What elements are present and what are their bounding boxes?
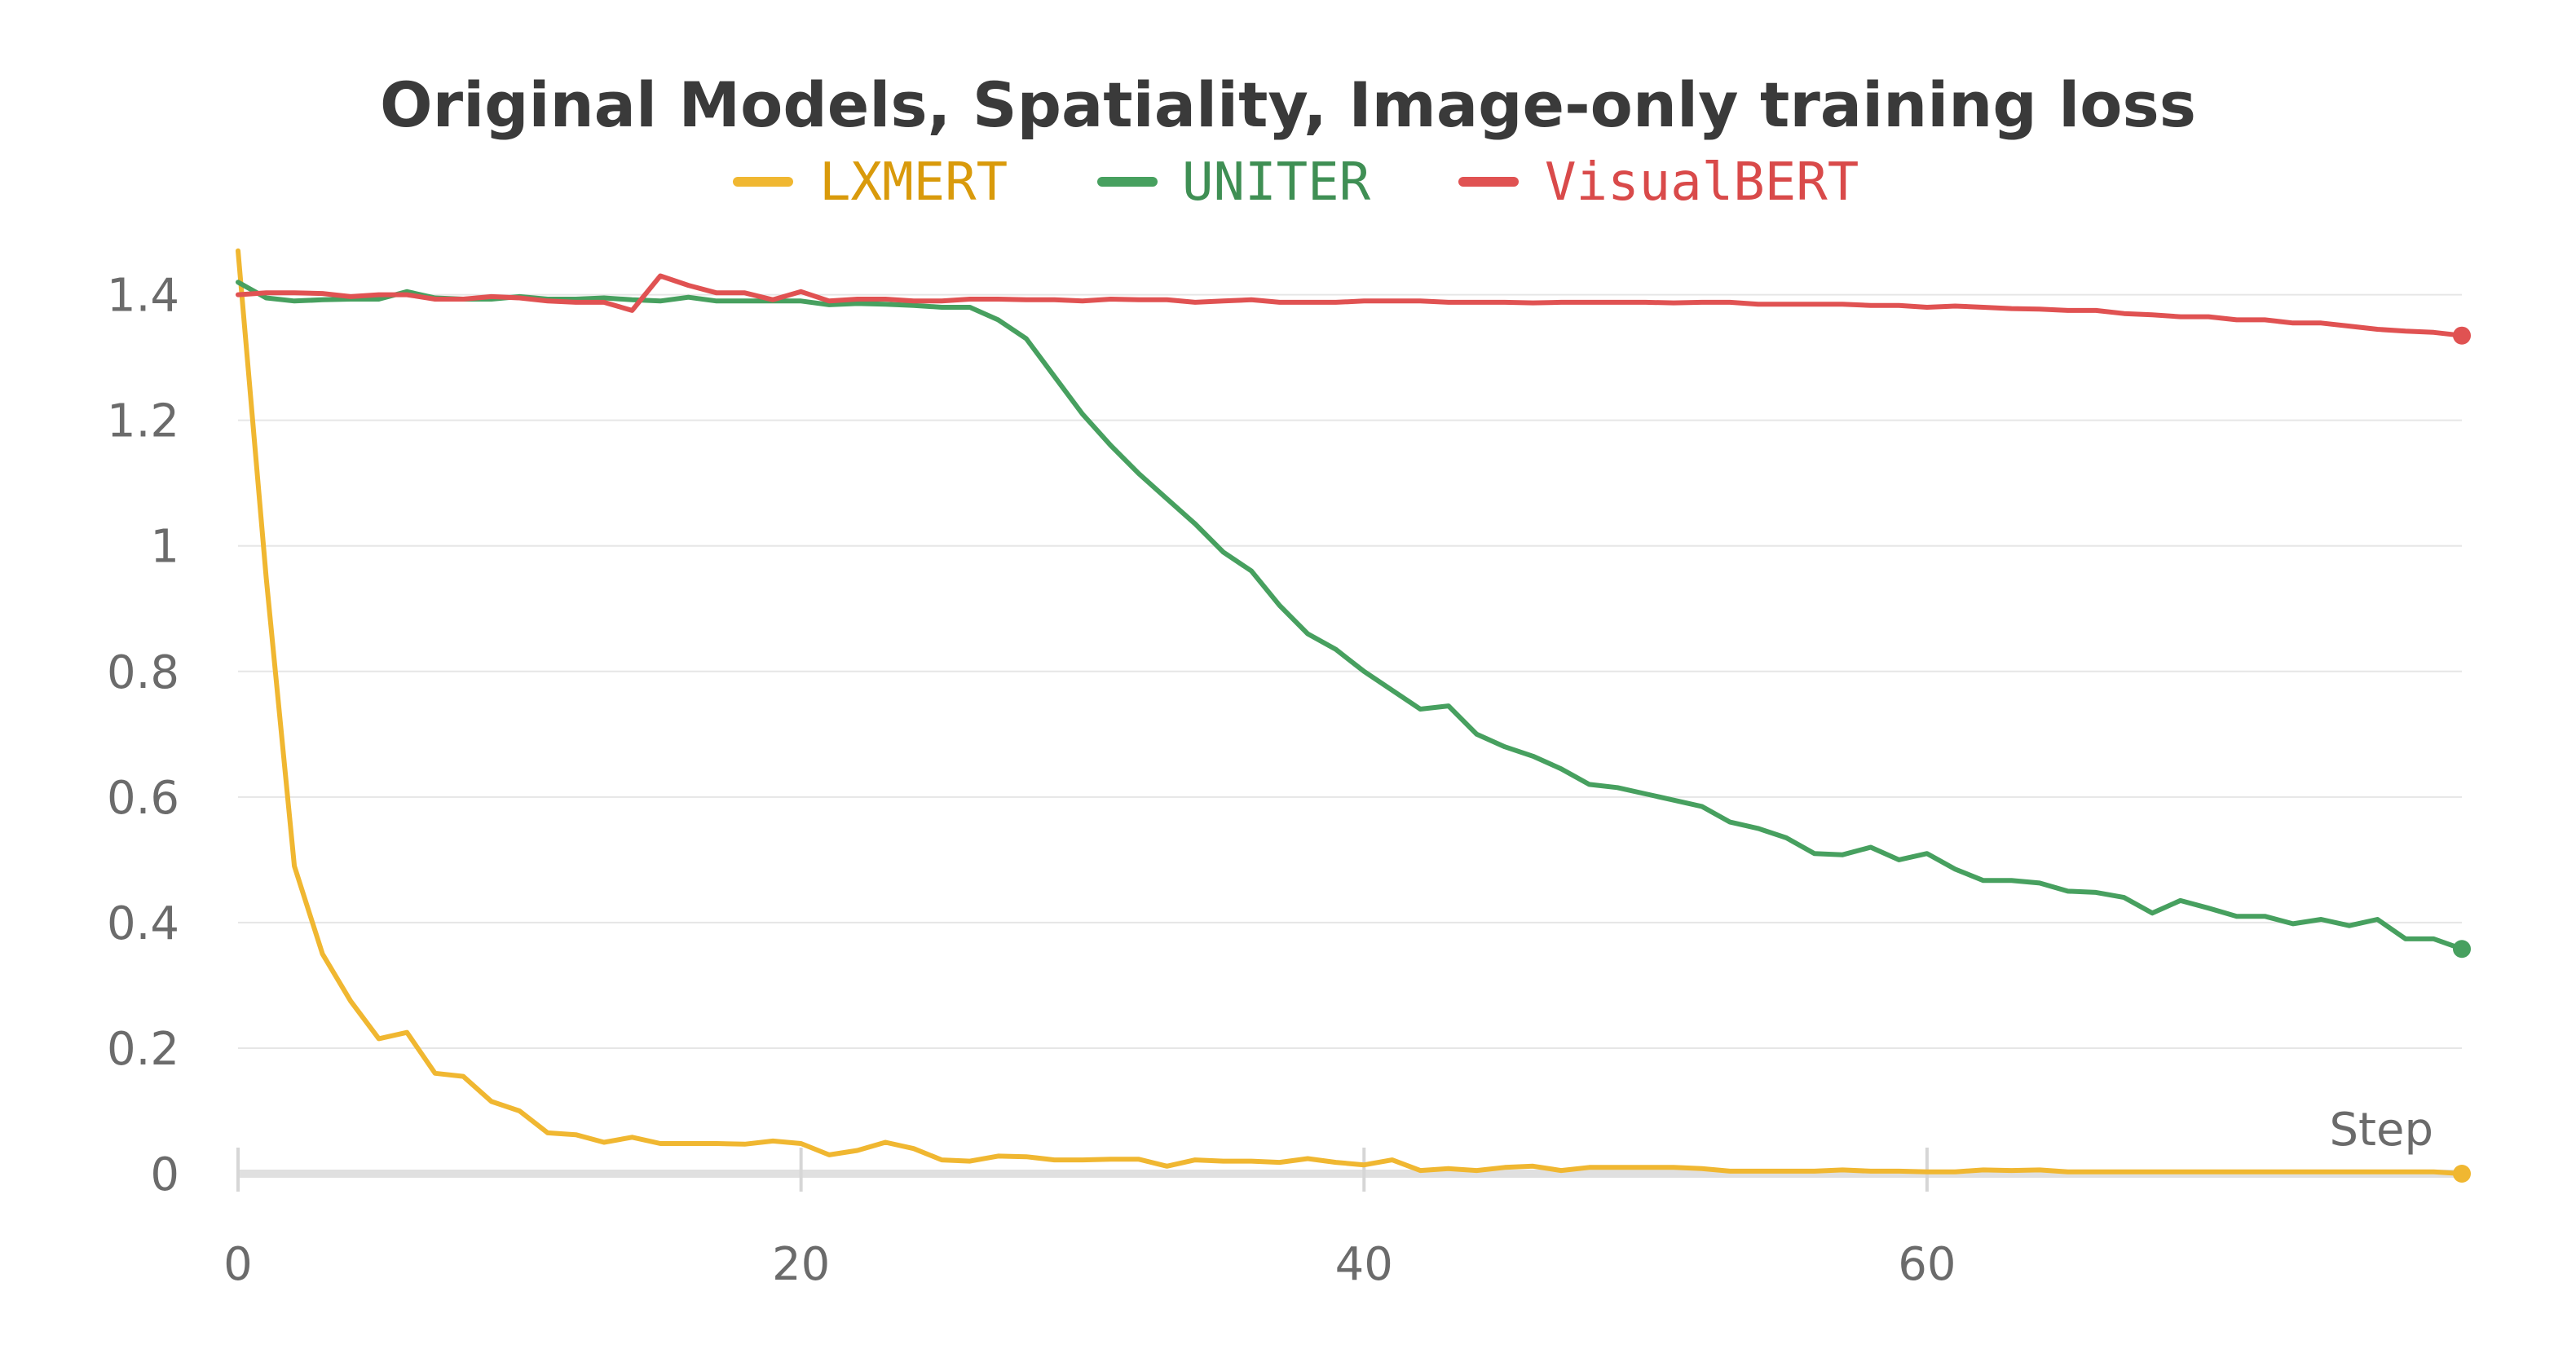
series-line-lxmert [236,248,2464,1176]
y-tick-label: 0 [150,1148,179,1201]
x-tick-label: 40 [1335,1238,1393,1291]
legend[interactable]: LXMERT UNITER VisualBERT [733,152,1859,213]
series-lines [236,248,2471,1183]
y-tick-label: 1 [150,521,179,574]
chart-title: Original Models, Spatiality, Image-only … [380,68,2196,141]
y-tick-label: 1.2 [107,395,179,448]
x-tick-label: 0 [223,1238,253,1291]
legend-label-uniter: UNITER [1182,152,1371,213]
series-line-uniter [236,280,2464,952]
x-axis-title: Step [2329,1104,2433,1157]
x-axis: 0 20 40 60 [223,1148,2462,1291]
x-tick-label: 20 [772,1238,830,1291]
grid [238,293,2462,1049]
x-tick-label: 60 [1898,1238,1956,1291]
y-axis-tick-labels: 0 0.2 0.4 0.6 0.8 1 1.2 1.4 [107,270,179,1201]
legend-item-lxmert[interactable]: LXMERT [733,152,1008,213]
legend-item-uniter[interactable]: UNITER [1097,152,1371,213]
y-tick-label: 1.4 [107,270,179,323]
legend-label-lxmert: LXMERT [819,152,1008,213]
y-tick-label: 0.4 [107,897,179,950]
y-tick-label: 0.2 [107,1023,179,1076]
legend-item-visualbert[interactable]: VisualBERT [1458,152,1859,213]
series-line-visualbert [236,273,2464,338]
legend-label-visualbert: VisualBERT [1545,152,1859,213]
y-tick-label: 0.8 [107,646,179,699]
series-endpoint-visualbert [2453,326,2471,345]
series-endpoint-lxmert [2453,1165,2471,1183]
series-endpoint-uniter [2453,940,2471,959]
y-tick-label: 0.6 [107,772,179,825]
